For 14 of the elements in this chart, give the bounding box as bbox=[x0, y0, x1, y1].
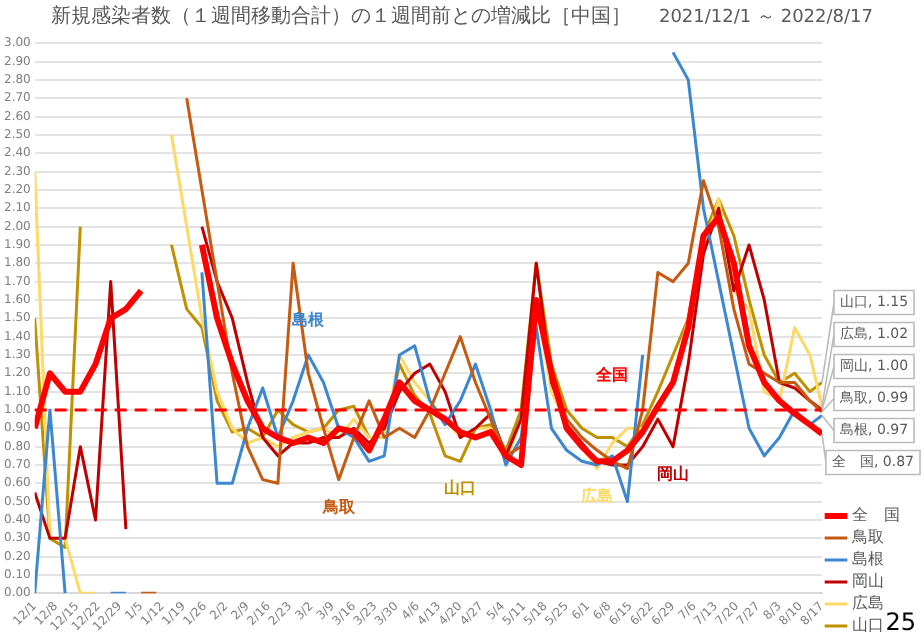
chart-title: 新規感染者数（１週間移動合計）の１週間前との増減比［中国］ bbox=[50, 3, 631, 30]
annotation: 岡山 bbox=[657, 464, 690, 483]
legend-label: 岡山 bbox=[852, 572, 884, 591]
legend-label: 島根 bbox=[852, 550, 884, 569]
legend-label: 全 国 bbox=[852, 506, 900, 525]
text: 25 bbox=[885, 608, 916, 636]
legend-label: 鳥取 bbox=[850, 528, 884, 547]
annotation: 鳥取 bbox=[320, 497, 357, 516]
chart-subtitle: 2021/12/1 ～ 2022/8/17 bbox=[658, 5, 873, 29]
annotation: 全国 bbox=[594, 366, 629, 385]
legend-label: 山口 bbox=[852, 616, 884, 635]
annotation: 広島 bbox=[579, 484, 614, 505]
annotation: 山口 bbox=[444, 479, 477, 498]
legend-label: 広島 bbox=[852, 594, 884, 613]
